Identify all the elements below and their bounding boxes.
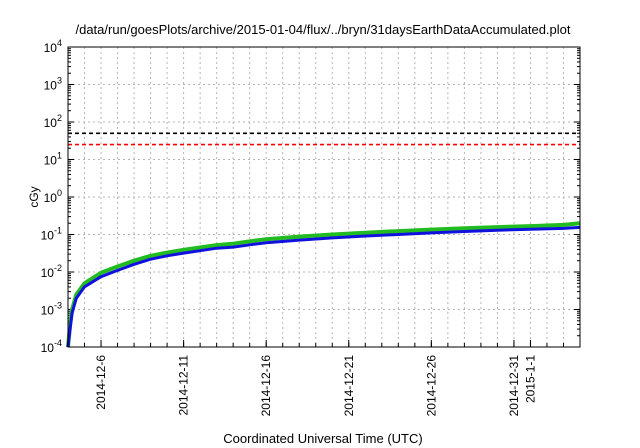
x-tick-label: 2014-12-26 <box>424 355 438 417</box>
grid <box>68 47 580 347</box>
plot-frame <box>67 46 581 348</box>
y-tick-label: 10-1 <box>41 226 62 243</box>
x-axis-label: Coordinated Universal Time (UTC) <box>223 431 422 446</box>
x-tick-label: 2014-12-16 <box>259 355 273 417</box>
y-tick-label: 102 <box>44 113 62 130</box>
x-tick-label: 2014-12-21 <box>342 355 356 417</box>
chart-title: /data/run/goesPlots/archive/2015-01-04/f… <box>75 22 570 37</box>
y-tick-label: 10-2 <box>41 263 62 280</box>
y-tick-label: 103 <box>44 76 62 93</box>
x-tick-label: 2014-12-6 <box>94 355 108 410</box>
series-lines <box>66 221 581 348</box>
y-tick-label: 10-3 <box>41 301 62 318</box>
series-line-1 <box>66 221 581 348</box>
y-tick-label: 104 <box>44 38 62 55</box>
y-tick-label: 101 <box>44 151 62 168</box>
x-tick-label: 2015-1-1 <box>523 355 537 403</box>
y-axis-label: cGy <box>27 186 41 207</box>
threshold-lines <box>68 132 580 146</box>
x-tick-label: 2014-12-11 <box>177 355 191 416</box>
x-tick-label: 2014-12-31 <box>507 355 521 417</box>
y-tick-label: 100 <box>44 188 62 205</box>
x-axis: 2014-12-6 2014-12-11 2014-12-16 2014-12-21 2… <box>84 340 564 417</box>
y-tick-label: 10-4 <box>41 338 62 355</box>
series-line-2 <box>66 225 581 348</box>
